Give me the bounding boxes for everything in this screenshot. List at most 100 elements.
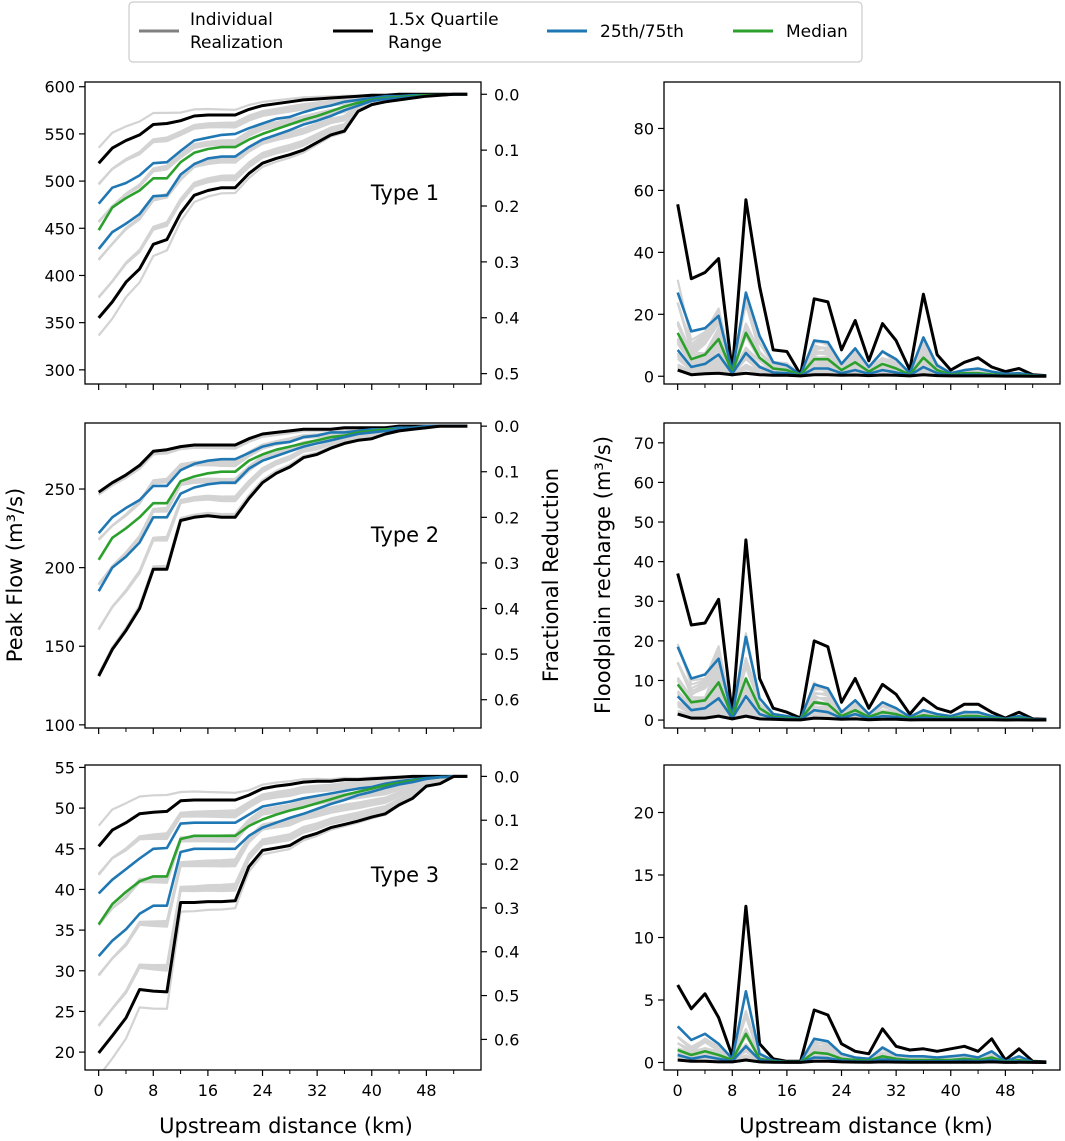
series-line-quartile <box>97 92 468 319</box>
series-line-quartile <box>97 774 468 1054</box>
y-tick-label: 80 <box>634 119 654 138</box>
legend-label-quartile-line2: Range <box>388 33 442 53</box>
legend-entry-individual: Individual Realization <box>139 10 283 53</box>
y-tick-label: 20 <box>55 1043 75 1062</box>
y-tick-label: 45 <box>55 840 75 859</box>
y-tick-label: 25 <box>55 1002 75 1021</box>
individual-realization-line <box>97 425 468 676</box>
y-tick-label: 200 <box>44 559 75 578</box>
x-tick-label: 48 <box>416 1081 436 1100</box>
y2-tick-label: 0.2 <box>494 197 519 216</box>
y-tick-label: 30 <box>55 962 75 981</box>
y-tick-label: 70 <box>634 434 654 453</box>
panel-peak-type-2: 100 150 200 250 0.0 0.1 0.2 0.3 0.4 0.5 0.6 Type 2 <box>44 417 519 735</box>
y2-tick-label: 0.2 <box>494 508 519 527</box>
individual-realization-line <box>97 775 468 1027</box>
y-tick-label: 10 <box>634 671 654 690</box>
legend-label-median: Median <box>786 22 848 42</box>
y-tick-label: 20 <box>634 804 654 823</box>
legend-entry-median: Median <box>733 22 848 42</box>
legend-label-individual-line1: Individual <box>190 10 273 30</box>
series-group <box>97 92 468 337</box>
series-line-p25_75 <box>97 775 468 957</box>
y2-tick-label: 0.4 <box>494 309 519 328</box>
y2-tick-label: 0.3 <box>494 899 519 918</box>
y-tick-label: 400 <box>44 266 75 285</box>
y-tick-label: 0 <box>644 367 654 386</box>
legend-entry-percentiles: 25th/75th <box>547 22 684 42</box>
series-line-quartile <box>676 538 1047 721</box>
individual-realization-line <box>97 425 468 675</box>
y-axis-label-peak-flow: Peak Flow (m³/s) <box>3 488 27 662</box>
y-tick-label: 450 <box>44 219 75 238</box>
y2-tick-label: 0.0 <box>494 767 519 786</box>
y-tick-label: 5 <box>644 991 654 1010</box>
y2-tick-label: 0.0 <box>494 85 519 104</box>
axes-frame <box>663 81 1061 385</box>
x-tick-label: 16 <box>777 1081 797 1100</box>
y-tick-label: 10 <box>634 929 654 948</box>
y2-tick-label: 0.4 <box>494 600 519 619</box>
panel-recharge-type-3: 0 8 16 24 32 40 48 0 5 10 15 20 <box>634 764 1061 1100</box>
y2-tick-label: 0.5 <box>494 365 519 384</box>
y2-tick-label: 0.1 <box>494 463 519 482</box>
x-tick-label: 32 <box>886 1081 906 1100</box>
y-tick-label: 250 <box>44 480 75 499</box>
x-tick-label: 32 <box>307 1081 327 1100</box>
x-axis-label-right: Upstream distance (km) <box>739 1114 993 1138</box>
y-axis-label-fractional-reduction: Fractional Reduction <box>539 468 563 682</box>
individual-realization-line <box>97 425 468 675</box>
y-tick-label: 50 <box>634 513 654 532</box>
y-tick-label: 15 <box>634 866 654 885</box>
y2-tick-label: 0.1 <box>494 811 519 830</box>
x-tick-label: 0 <box>673 1081 683 1100</box>
series-line-quartile <box>676 198 1047 378</box>
y2-tick-label: 0.5 <box>494 645 519 664</box>
legend: Individual Realization 1.5x Quartile Ran… <box>128 1 863 63</box>
series-group <box>676 904 1047 1064</box>
y-tick-label: 60 <box>634 181 654 200</box>
y2-tick-label: 0.4 <box>494 943 519 962</box>
y-tick-label: 20 <box>634 632 654 651</box>
series-line-quartile <box>97 92 468 165</box>
series-line-p25_75 <box>97 424 468 592</box>
series-line-quartile <box>677 712 1047 722</box>
y-tick-label: 50 <box>55 799 75 818</box>
series-line-median <box>97 775 468 926</box>
panel-annotation: Type 1 <box>370 181 439 205</box>
series-group <box>97 774 468 1070</box>
y2-tick-label: 0.6 <box>494 691 519 710</box>
x-axis-label-left: Upstream distance (km) <box>159 1114 413 1138</box>
y-tick-label: 150 <box>44 637 75 656</box>
y-tick-label: 30 <box>634 592 654 611</box>
axes-frame <box>84 422 482 729</box>
y-tick-label: 40 <box>55 880 75 899</box>
series-line-quartile <box>97 424 468 494</box>
axes-frame <box>663 764 1061 1071</box>
y-tick-label: 600 <box>44 78 75 97</box>
y-axis-label-floodplain-recharge: Floodplain recharge (m³/s) <box>591 436 615 714</box>
series-line-quartile <box>97 774 468 848</box>
y2-tick-label: 0.1 <box>494 141 519 160</box>
series-line-quartile <box>97 424 468 677</box>
y-tick-label: 55 <box>55 758 75 777</box>
panel-annotation: Type 2 <box>370 523 439 547</box>
x-tick-label: 40 <box>362 1081 382 1100</box>
legend-label-percentiles: 25th/75th <box>600 22 684 42</box>
legend-label-individual-line2: Realization <box>190 33 283 53</box>
y-tick-label: 35 <box>55 921 75 940</box>
x-tick-label: 24 <box>252 1081 272 1100</box>
individual-realization-line <box>97 425 468 675</box>
legend-frame <box>128 1 863 63</box>
y-tick-label: 100 <box>44 716 75 735</box>
series-line-quartile <box>677 368 1047 378</box>
y2-tick-label: 0.2 <box>494 855 519 874</box>
y-tick-label: 500 <box>44 172 75 191</box>
y2-tick-label: 0.3 <box>494 253 519 272</box>
y2-tick-label: 0.5 <box>494 987 519 1006</box>
panel-recharge-type-2: 0 10 20 30 40 50 60 70 <box>634 422 1061 734</box>
y-tick-label: 350 <box>44 314 75 333</box>
x-tick-label: 48 <box>995 1081 1015 1100</box>
y-tick-label: 60 <box>634 473 654 492</box>
